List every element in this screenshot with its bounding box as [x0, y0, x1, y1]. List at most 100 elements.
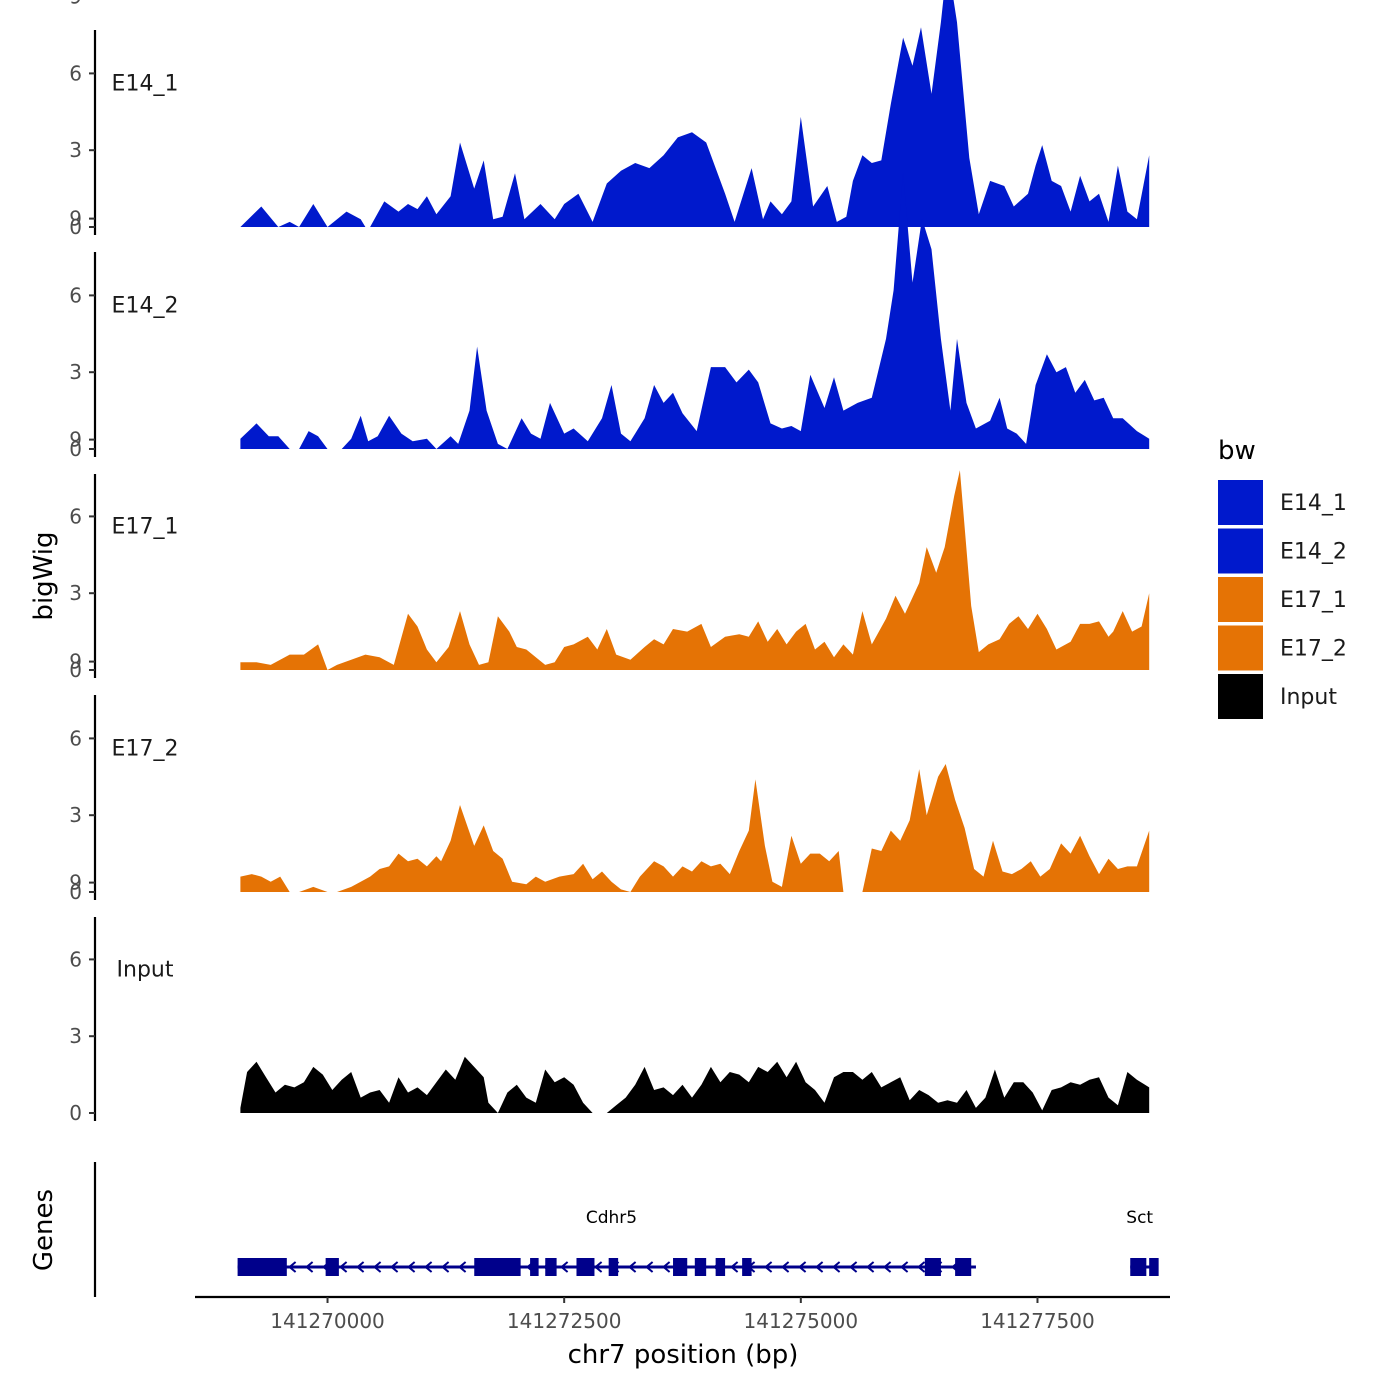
strand-arrow [832, 1261, 841, 1273]
legend-swatch-Input [1218, 674, 1263, 719]
exon [474, 1258, 521, 1276]
exon [576, 1258, 595, 1276]
strand-arrow [458, 1261, 467, 1273]
strand-arrow [798, 1261, 807, 1273]
legend-swatch-E17_2 [1218, 625, 1263, 671]
y-axis-title: bigWig [29, 531, 59, 620]
exon [530, 1258, 539, 1276]
legend-label: E17_1 [1280, 588, 1347, 613]
x-axis-title: chr7 position (bp) [568, 1340, 799, 1370]
strand-arrow [594, 1261, 603, 1273]
exon [673, 1258, 688, 1276]
track-E17_2: 0 3 6 9 E17_2 [69, 650, 1150, 904]
legend-label: E14_2 [1280, 540, 1347, 565]
strand-arrow [730, 1261, 739, 1273]
x-tick-label: 141270000 [270, 1309, 385, 1333]
track-label: E17_2 [112, 736, 179, 761]
genes-axis-title: Genes [29, 1189, 59, 1271]
legend-swatch-E17_1 [1218, 577, 1263, 622]
strand-arrow [662, 1261, 671, 1273]
strand-arrow [866, 1261, 875, 1273]
track-E14_1: 0 3 6 9 E14_1 [69, 0, 1150, 239]
strand-arrow [390, 1261, 399, 1273]
y-tick-label: 6 [69, 61, 82, 85]
y-tick-label: 0 [69, 1101, 82, 1125]
exon [715, 1258, 726, 1276]
exon [1130, 1258, 1147, 1276]
exon [742, 1258, 752, 1276]
track-label: E17_1 [112, 514, 179, 539]
legend-title: bw [1218, 436, 1256, 466]
strand-arrow [764, 1261, 773, 1273]
y-tick-label: 9 [69, 0, 82, 9]
strand-arrow [424, 1261, 433, 1273]
exon [237, 1258, 287, 1276]
strand-arrow [628, 1261, 637, 1273]
strand-arrow [407, 1261, 416, 1273]
strand-arrow [849, 1261, 858, 1273]
gene-label: Sct [1126, 1208, 1153, 1228]
exon [545, 1258, 557, 1276]
signal-area-E17_1 [240, 470, 1150, 670]
strand-arrow [305, 1261, 314, 1273]
y-tick-label: 9 [69, 207, 82, 231]
exon [608, 1258, 619, 1276]
strand-arrow [560, 1261, 569, 1273]
y-tick-label: 6 [69, 283, 82, 307]
exon [924, 1258, 941, 1276]
signal-area-E17_2 [240, 764, 1150, 892]
x-tick-label: 141275000 [744, 1309, 859, 1333]
exon [955, 1258, 972, 1276]
strand-arrow [441, 1261, 450, 1273]
strand-arrow [356, 1261, 365, 1273]
strand-arrow [781, 1261, 790, 1273]
track-label: Input [117, 957, 174, 982]
y-tick-label: 0 [69, 215, 82, 239]
signal-area-E14_1 [240, 0, 1150, 227]
x-tick-label: 141277500 [980, 1309, 1095, 1333]
gene-Sct: Sct [1126, 1208, 1159, 1276]
strand-arrow [339, 1261, 348, 1273]
legend-swatch-E14_2 [1218, 528, 1263, 574]
y-tick-label: 3 [69, 803, 82, 827]
y-tick-label: 3 [69, 138, 82, 162]
exon [694, 1258, 707, 1276]
y-tick-label: 0 [69, 437, 82, 461]
y-tick-label: 9 [69, 428, 82, 452]
track-label: E14_2 [112, 293, 179, 318]
y-tick-label: 6 [69, 726, 82, 750]
y-tick-label: 0 [69, 658, 82, 682]
gene-Cdhr5: Cdhr5 [237, 1208, 976, 1276]
signal-tracks: 0 3 6 9 E14_1 0 3 6 9 E14_2 0 3 6 9 E17_1 0 3 6 9 E17_2 0 3 6 9… [69, 0, 1150, 1125]
x-axis: 141270000 141272500 141275000 141277500 [195, 1295, 1170, 1333]
y-tick-label: 3 [69, 360, 82, 384]
strand-arrow [917, 1261, 926, 1273]
x-tick-label: 141272500 [507, 1309, 622, 1333]
y-tick-label: 6 [69, 504, 82, 528]
y-tick-label: 6 [69, 947, 82, 971]
strand-arrow [373, 1261, 382, 1273]
track-E14_2: 0 3 6 9 E14_2 [69, 172, 1150, 461]
y-tick-label: 9 [69, 650, 82, 674]
signal-area-Input [240, 1056, 1150, 1113]
exon [325, 1258, 339, 1276]
legend-label: E14_1 [1280, 491, 1347, 516]
exon [1149, 1258, 1159, 1276]
y-tick-label: 9 [69, 871, 82, 895]
track-Input: 0 3 6 9 Input [69, 871, 1150, 1125]
track-label: E14_1 [112, 71, 179, 96]
y-tick-label: 3 [69, 1024, 82, 1048]
legend-label: Input [1280, 685, 1337, 710]
track-E17_1: 0 3 6 9 E17_1 [69, 428, 1150, 682]
strand-arrow [815, 1261, 824, 1273]
strand-arrow [645, 1261, 654, 1273]
y-tick-label: 0 [69, 880, 82, 904]
legend-label: E17_2 [1280, 637, 1347, 662]
strand-arrow [900, 1261, 909, 1273]
legend: bw E14_1 E14_2 E17_1 E17_2 Input [1218, 436, 1347, 719]
strand-arrow [883, 1261, 892, 1273]
y-tick-label: 3 [69, 581, 82, 605]
legend-swatch-E14_1 [1218, 480, 1263, 525]
strand-arrow [288, 1261, 297, 1273]
